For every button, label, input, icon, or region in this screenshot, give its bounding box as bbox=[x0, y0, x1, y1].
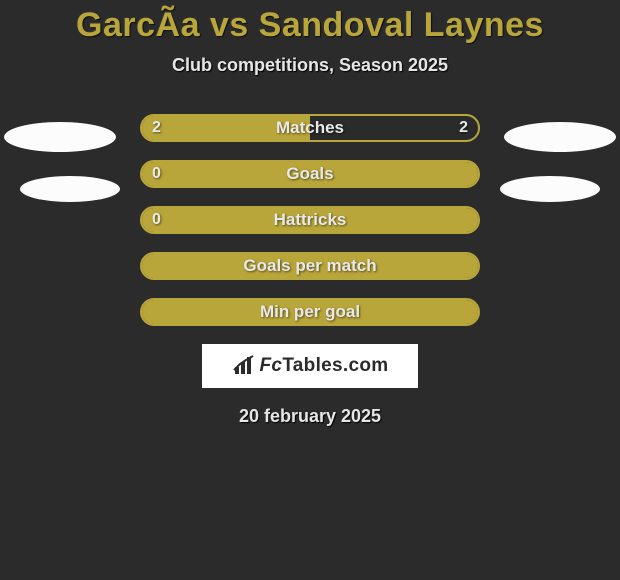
page-subtitle: Club competitions, Season 2025 bbox=[0, 55, 620, 76]
player-right-ellipse-2 bbox=[500, 176, 600, 202]
stat-left-value: 2 bbox=[152, 116, 161, 140]
stat-bar-goals-per-match: Goals per match bbox=[140, 252, 480, 280]
player-left-ellipse-2 bbox=[20, 176, 120, 202]
stat-bar-fill bbox=[142, 300, 478, 324]
stat-bar-fill bbox=[142, 254, 478, 278]
stat-right-value: 2 bbox=[459, 116, 468, 140]
player-right-ellipse-1 bbox=[504, 122, 616, 152]
stat-bar-goals: 0 Goals bbox=[140, 160, 480, 188]
stat-bar-min-per-goal: Min per goal bbox=[140, 298, 480, 326]
page-title: GarcÃa vs Sandoval Laynes bbox=[0, 6, 620, 45]
stat-bar-hattricks: 0 Hattricks bbox=[140, 206, 480, 234]
stat-bar-fill bbox=[142, 162, 478, 186]
comparison-card: GarcÃa vs Sandoval Laynes Club competiti… bbox=[0, 0, 620, 580]
footer-logo-text: FcTables.com bbox=[260, 355, 389, 377]
stat-bar-matches: 2 Matches 2 bbox=[140, 114, 480, 142]
player-left-ellipse-1 bbox=[4, 122, 116, 152]
stat-left-value: 0 bbox=[152, 162, 161, 186]
chart-icon bbox=[232, 355, 258, 377]
stat-bar-fill bbox=[142, 116, 310, 140]
stat-left-value: 0 bbox=[152, 208, 161, 232]
footer-logo: FcTables.com bbox=[202, 344, 418, 388]
stat-bar-fill bbox=[142, 208, 478, 232]
footer-date: 20 february 2025 bbox=[0, 406, 620, 427]
